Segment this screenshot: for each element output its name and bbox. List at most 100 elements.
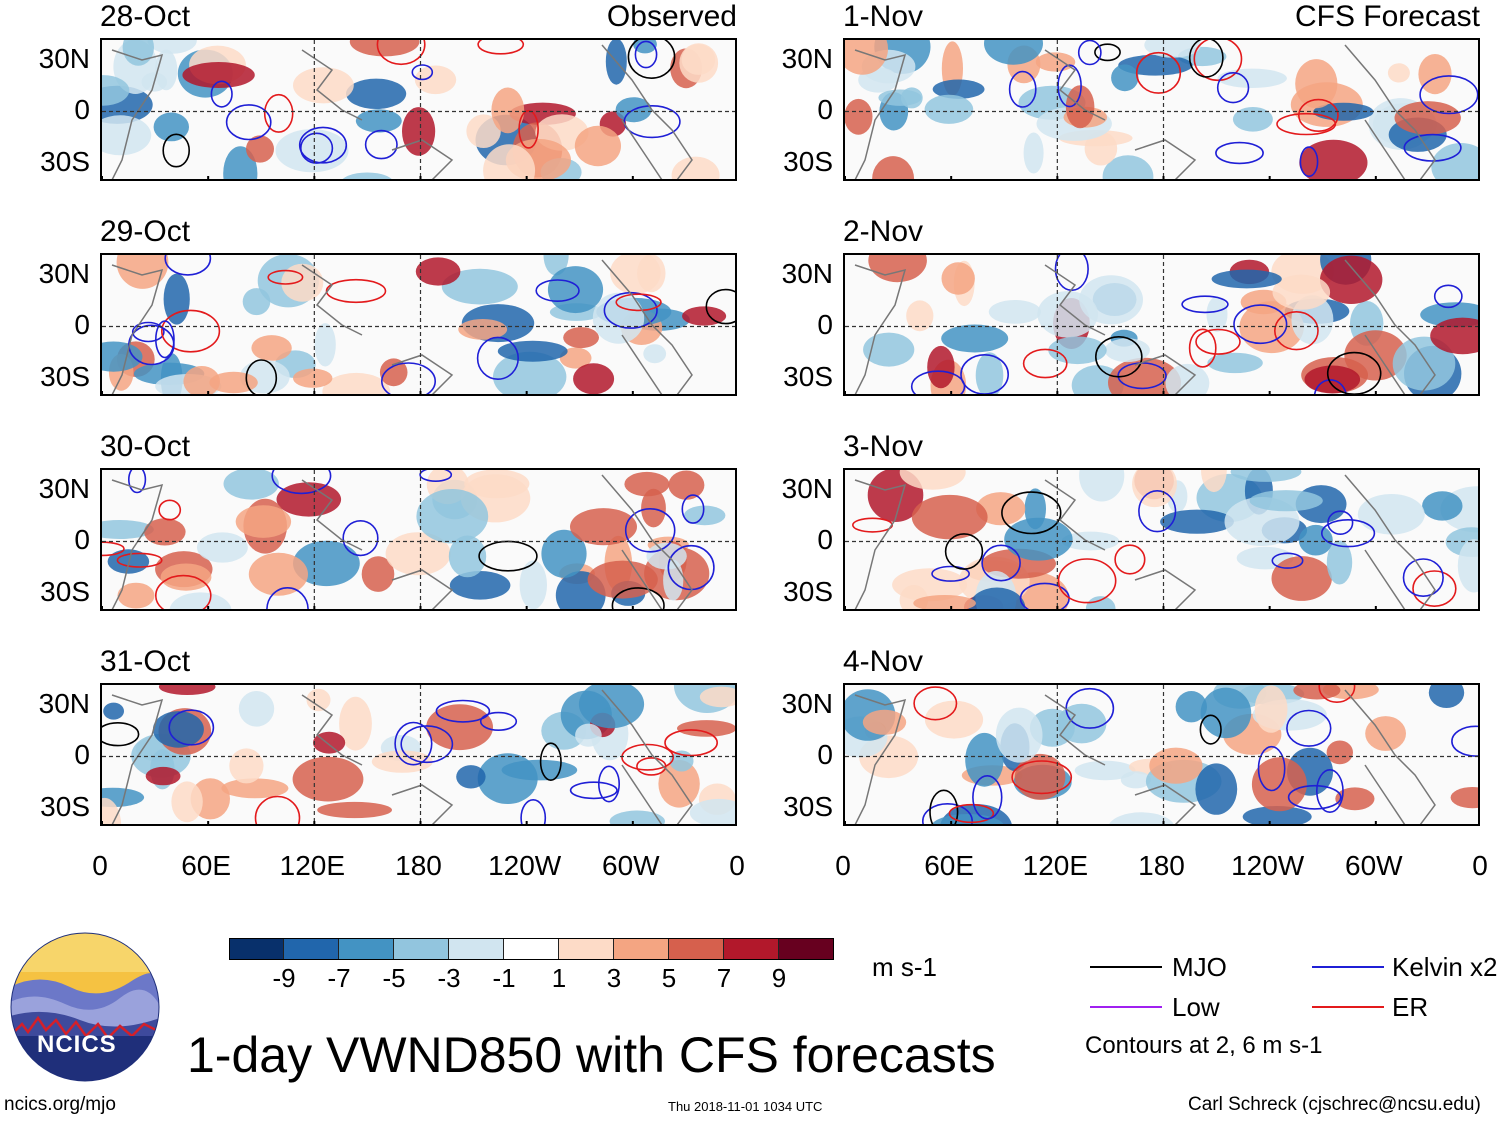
negative-anomaly-shade <box>1165 363 1210 394</box>
positive-anomaly-shade <box>276 482 342 517</box>
contour-line <box>245 359 278 394</box>
negative-anomaly-shade <box>975 352 1004 394</box>
panel-tag-label: CFS Forecast <box>1294 0 1480 33</box>
colorbar-tick-label: -5 <box>382 963 406 993</box>
negative-anomaly-shade <box>1085 596 1116 609</box>
latitude-tick-label: 30S <box>783 576 833 607</box>
contour-line <box>164 255 212 276</box>
contour-line <box>681 494 705 524</box>
longitude-tick-label: 0 <box>1472 850 1488 881</box>
negative-anomaly-shade <box>1111 64 1139 92</box>
negative-anomaly-shade <box>578 685 645 729</box>
contour-line <box>1273 310 1319 351</box>
contour-line <box>1135 51 1182 94</box>
positive-anomaly-shade <box>1035 52 1076 72</box>
latitude-tick-label: 0 <box>817 524 833 555</box>
contour-line <box>910 370 966 394</box>
legend-label: Low <box>1172 992 1220 1022</box>
map-panel <box>843 38 1480 181</box>
longitude-tick-label: 60E <box>924 850 975 881</box>
negative-anomaly-shade <box>519 560 547 609</box>
coastline <box>854 689 1436 824</box>
longitude-tick-label: 180 <box>1138 850 1185 881</box>
contour-line <box>168 709 215 746</box>
contour-line <box>1326 351 1382 394</box>
map-panel <box>100 253 737 396</box>
positive-anomaly-shade <box>906 300 934 332</box>
map-panel <box>100 38 737 181</box>
negative-anomaly-shade <box>988 300 1041 324</box>
positive-anomaly-shade <box>637 255 666 293</box>
positive-anomaly-shade <box>862 709 907 735</box>
negative-anomaly-shade <box>609 810 665 824</box>
contour-line <box>1181 295 1229 314</box>
contour-line <box>1001 491 1062 535</box>
contour-line <box>263 93 294 133</box>
contour-line <box>1195 328 1241 355</box>
positive-anomaly-shade <box>292 756 364 802</box>
contour-line <box>419 470 453 482</box>
positive-anomaly-shade <box>677 720 735 737</box>
contour-line <box>1257 745 1286 792</box>
negative-anomaly-shade <box>1431 143 1478 179</box>
negative-anomaly-shade <box>441 268 518 305</box>
positive-anomaly-shade <box>1272 274 1331 310</box>
timestamp: Thu 2018-11-01 1034 UTC <box>668 1099 823 1114</box>
positive-anomaly-shade <box>559 347 592 369</box>
legend-line <box>1090 966 1162 968</box>
positive-anomaly-shade <box>322 372 391 394</box>
negative-anomaly-shade <box>1211 269 1282 289</box>
panel-tag-label: Observed <box>606 0 737 33</box>
latitude-tick-label: 30S <box>40 146 90 177</box>
negative-anomaly-shade <box>1249 490 1323 512</box>
negative-anomaly-shade <box>995 707 1043 763</box>
map-field <box>102 255 735 394</box>
latitude-tick-label: 0 <box>74 524 90 555</box>
negative-anomaly-shade <box>275 129 349 173</box>
source-url[interactable]: ncics.org/mjo <box>4 1094 116 1115</box>
colorbar-units: m s-1 <box>872 952 937 982</box>
contour-line <box>636 757 667 776</box>
positive-anomaly-shade <box>1295 59 1338 109</box>
negative-anomaly-shade <box>497 340 568 362</box>
legend-line <box>1312 966 1384 968</box>
contour-line <box>948 803 995 824</box>
negative-anomaly-shade <box>863 332 915 367</box>
panel-date-label: 29-Oct <box>100 215 191 248</box>
contour-line <box>611 587 665 609</box>
negative-anomaly-shade <box>1079 275 1143 325</box>
colorbar-swatch <box>724 938 779 960</box>
figure-title: 1-day VWND850 with CFS forecasts <box>187 1027 996 1083</box>
negative-anomaly-shade <box>169 592 232 609</box>
author-credit: Carl Schreck (cjschrec@ncsu.edu) <box>1188 1094 1481 1115</box>
longitude-tick-label: 60W <box>1345 850 1403 881</box>
legend-label: ER <box>1392 992 1429 1022</box>
negative-anomaly-shade <box>102 75 130 106</box>
positive-anomaly-shade <box>679 43 719 83</box>
positive-anomaly-shade <box>911 494 988 540</box>
negative-anomaly-shade <box>449 571 511 600</box>
negative-anomaly-shade <box>592 292 645 344</box>
logo-text: NCICS <box>37 1031 117 1058</box>
map-field <box>845 470 1478 609</box>
negative-anomaly-shade <box>238 691 275 727</box>
panel-date-label: 31-Oct <box>100 645 191 678</box>
positive-anomaly-shade <box>251 335 292 361</box>
contour-line <box>535 279 580 302</box>
contour-line <box>1315 769 1344 814</box>
negative-anomaly-shade <box>102 341 143 372</box>
contour-line <box>1215 141 1264 165</box>
contour-line <box>944 533 984 570</box>
contour-line <box>1271 552 1304 569</box>
contour-line <box>627 40 676 79</box>
contour-line <box>1188 328 1217 368</box>
contour-line <box>1057 558 1117 604</box>
contour-line <box>1318 685 1356 703</box>
positive-anomaly-shade <box>313 731 346 754</box>
negative-anomaly-shade <box>1392 336 1456 391</box>
longitude-tick-label: 60E <box>181 850 232 881</box>
map-field <box>102 685 735 824</box>
contour-line <box>1094 43 1121 62</box>
positive-anomaly-shade <box>1201 470 1227 493</box>
negative-anomaly-shade <box>1160 509 1234 534</box>
